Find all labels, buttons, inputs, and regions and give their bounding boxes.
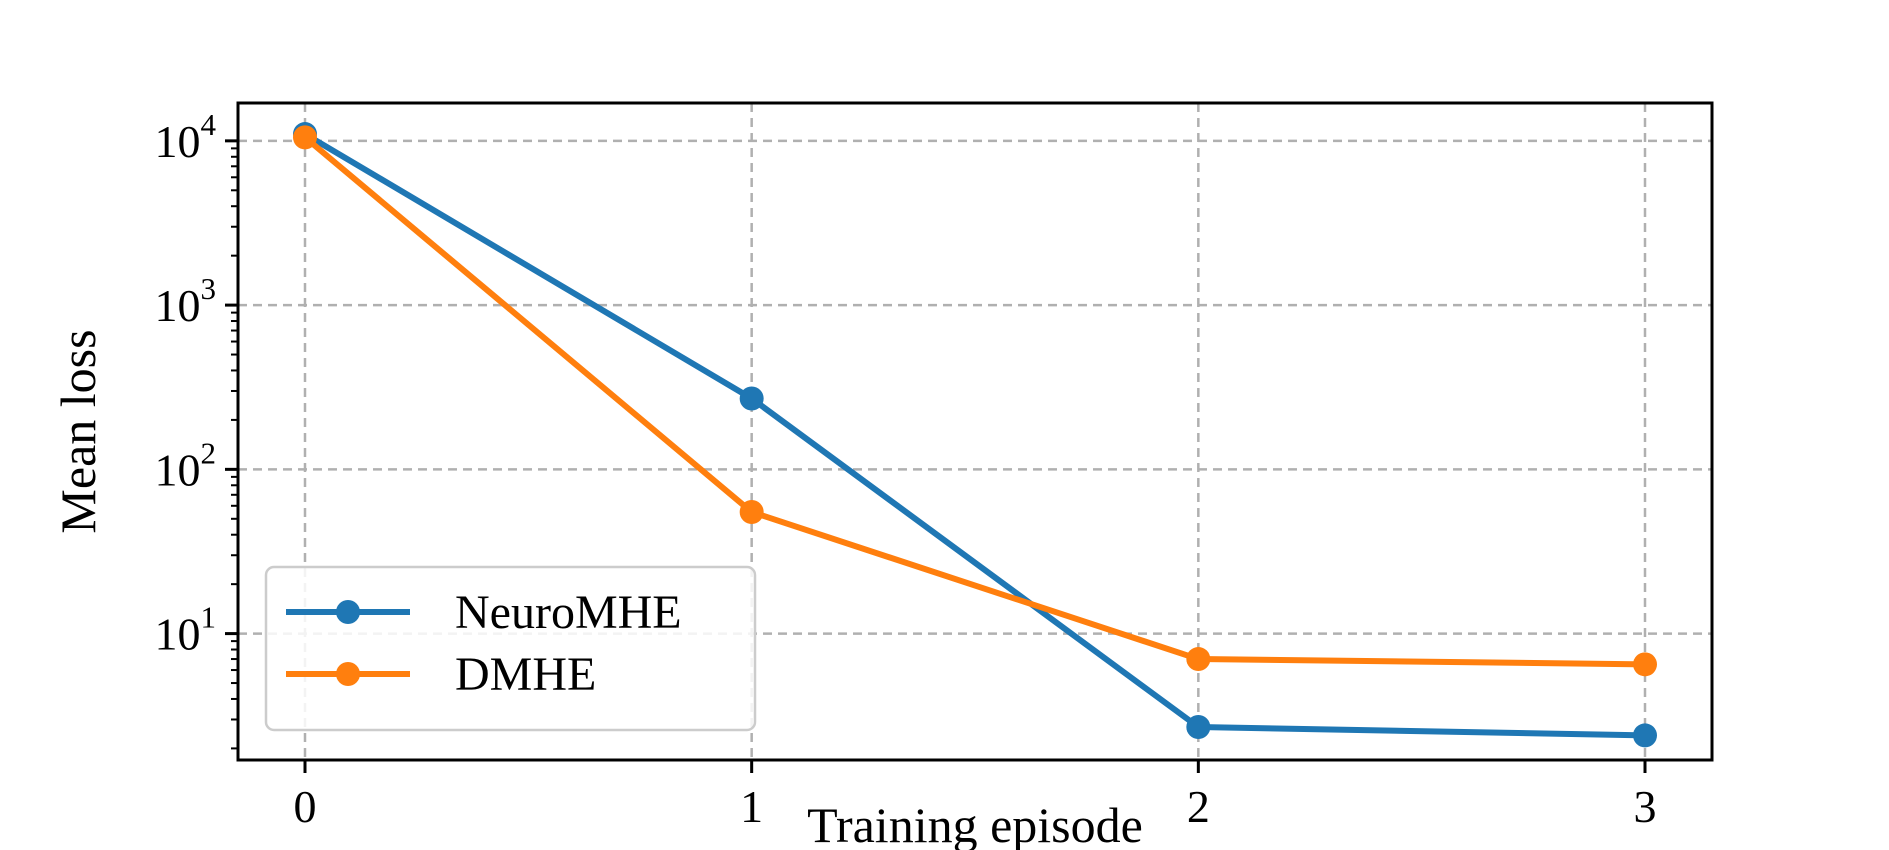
legend-item-neuromhe: NeuroMHE: [286, 586, 682, 639]
data-point: [1633, 652, 1657, 677]
series-dmhe: [293, 125, 1657, 677]
x-axis: 0 1 2 3: [294, 760, 1657, 832]
data-point: [739, 386, 764, 411]
y-tick-base: 10: [155, 609, 201, 660]
y-tick-exponent: 4: [201, 107, 217, 142]
data-point: [1186, 714, 1211, 739]
data-point: [1186, 647, 1211, 672]
series-layer: [293, 122, 1657, 748]
y-tick-base: 10: [155, 444, 201, 495]
y-tick-exponent: 3: [201, 271, 217, 306]
y-tick-label: 101: [155, 600, 217, 660]
y-tick-base: 10: [155, 280, 201, 331]
x-tick-label: 1: [740, 781, 763, 832]
data-point: [293, 125, 317, 150]
y-tick-label: 103: [155, 271, 217, 331]
legend-label: DMHE: [455, 648, 596, 701]
legend-box: [264, 565, 757, 732]
y-tick-label: 102: [155, 435, 217, 495]
data-point: [739, 499, 764, 524]
legend-marker: [336, 600, 360, 624]
plot-frame: [236, 101, 1714, 762]
y-tick-exponent: 1: [201, 600, 217, 635]
series-line: [303, 135, 1646, 668]
legend-label: NeuroMHE: [455, 586, 682, 639]
x-tick-label: 3: [1634, 781, 1657, 832]
x-tick-label: 0: [294, 781, 317, 832]
x-axis-label: Training episode: [807, 797, 1143, 850]
y-tick-exponent: 2: [201, 435, 217, 470]
y-tick-label: 104: [155, 107, 217, 167]
data-point: [1633, 723, 1657, 748]
series-line: [303, 131, 1646, 739]
y-axis-label: Mean loss: [50, 329, 106, 533]
legend: NeuroMHE DMHE: [264, 565, 757, 732]
legend-marker: [336, 662, 360, 686]
legend-item-dmhe: DMHE: [286, 648, 596, 701]
y-tick-base: 10: [155, 116, 201, 167]
x-tick-label: 2: [1187, 781, 1210, 832]
